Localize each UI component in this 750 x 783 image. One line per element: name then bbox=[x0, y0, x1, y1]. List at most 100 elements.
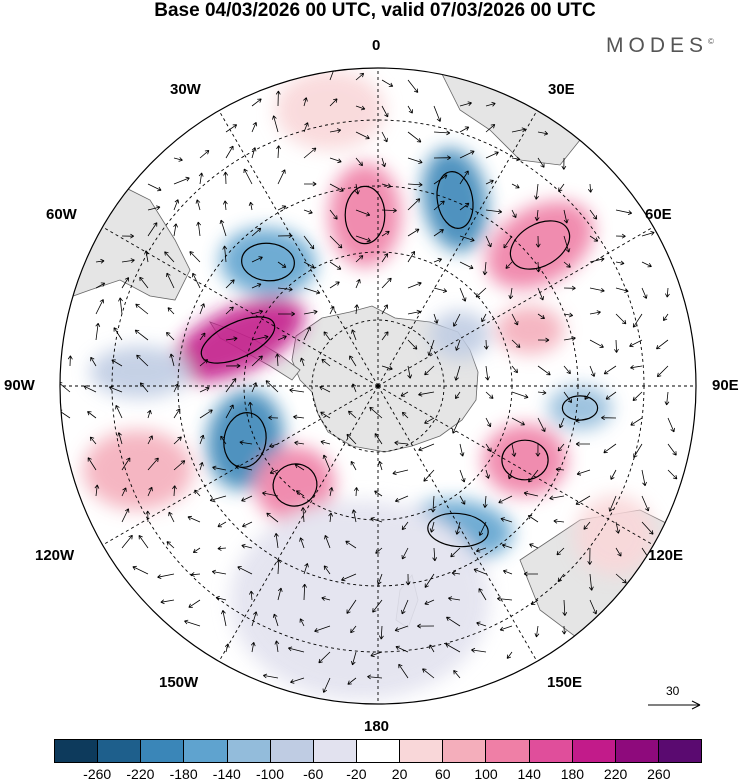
meridian-line bbox=[377, 385, 654, 546]
wind-arrow bbox=[499, 625, 513, 632]
wind-arrow bbox=[641, 495, 650, 512]
wind-arrow bbox=[303, 287, 321, 295]
wind-arrow bbox=[318, 651, 331, 664]
wind-arrow bbox=[121, 487, 127, 497]
wind-arrow bbox=[615, 287, 629, 293]
colorbar-tick-label: 100 bbox=[474, 766, 498, 782]
wind-arrow bbox=[537, 365, 551, 376]
wind-arrow bbox=[249, 590, 254, 601]
wind-arrow bbox=[328, 487, 334, 497]
wind-arrow bbox=[557, 443, 565, 452]
wind-arrow bbox=[199, 332, 206, 341]
wind-arrow bbox=[237, 566, 253, 575]
wind-arrow bbox=[329, 183, 344, 192]
wind-arrow bbox=[523, 571, 539, 577]
wind-arrow bbox=[118, 297, 123, 315]
positive-anomaly-blob bbox=[575, 495, 655, 575]
wind-vectors bbox=[60, 68, 678, 693]
wind-arrow bbox=[482, 495, 488, 508]
wind-arrow bbox=[83, 385, 97, 393]
wind-arrow bbox=[381, 79, 394, 87]
wind-arrow bbox=[355, 183, 360, 195]
wind-arrow bbox=[225, 306, 234, 315]
wind-arrow bbox=[121, 508, 130, 523]
wind-arrow bbox=[424, 365, 435, 376]
wind-arrow bbox=[589, 235, 599, 242]
wind-arrow bbox=[563, 365, 571, 375]
wind-arrow bbox=[563, 336, 576, 341]
wind-arrow bbox=[272, 613, 279, 627]
wind-arrow bbox=[656, 339, 669, 350]
wind-arrow bbox=[381, 208, 397, 213]
label-150w: 150W bbox=[159, 674, 199, 691]
wind-arrow bbox=[138, 535, 149, 549]
colorbar-tick-label: 140 bbox=[517, 766, 541, 782]
wind-arrow bbox=[147, 409, 152, 419]
wind-arrow bbox=[329, 306, 335, 315]
wind-arrow bbox=[665, 287, 670, 298]
wind-arrow bbox=[121, 277, 129, 289]
wind-arrow bbox=[166, 332, 175, 341]
wind-arrow bbox=[199, 303, 205, 315]
wind-arrow bbox=[222, 245, 228, 263]
wind-arrow bbox=[478, 521, 487, 536]
wind-arrow bbox=[500, 517, 513, 523]
colorbar-tick-label: 260 bbox=[647, 766, 671, 782]
wind-arrow bbox=[299, 618, 305, 627]
negative-anomaly-blob bbox=[90, 346, 190, 398]
colorbar-tick-label: 60 bbox=[435, 766, 451, 782]
wind-arrow bbox=[94, 484, 100, 497]
wind-arrow bbox=[302, 583, 307, 601]
wind-arrow bbox=[355, 255, 364, 263]
wind-arrow bbox=[394, 625, 409, 632]
wind-arrow bbox=[629, 339, 643, 348]
wind-arrow bbox=[418, 443, 435, 452]
wind-arrow bbox=[348, 410, 357, 419]
wind-arrow bbox=[274, 533, 279, 549]
wind-arrow bbox=[345, 540, 357, 549]
label-90w: 90W bbox=[4, 377, 35, 394]
wind-arrow bbox=[341, 573, 357, 582]
wind-arrow bbox=[401, 599, 409, 615]
wind-arrow bbox=[433, 287, 448, 293]
wind-arrow bbox=[277, 233, 293, 239]
wind-arrow bbox=[381, 157, 387, 168]
wind-arrow bbox=[610, 469, 617, 480]
wind-arrow bbox=[251, 309, 264, 315]
wind-arrow bbox=[429, 521, 435, 533]
wind-arrow bbox=[576, 469, 591, 476]
wind-arrow bbox=[633, 443, 643, 458]
colorbar-cell bbox=[572, 740, 616, 762]
colorbar-cell bbox=[184, 740, 228, 762]
wind-arrow bbox=[199, 462, 204, 471]
wind-arrow bbox=[190, 572, 201, 577]
wind-arrow bbox=[450, 547, 461, 558]
wind-arrow bbox=[561, 625, 567, 635]
wind-arrow bbox=[173, 383, 179, 393]
wind-arrow bbox=[459, 443, 465, 457]
wind-arrow bbox=[320, 411, 331, 419]
wind-arrow bbox=[136, 354, 149, 367]
wind-arrow bbox=[370, 651, 383, 658]
wind-arrow bbox=[433, 200, 445, 211]
wind-arrow bbox=[219, 219, 227, 237]
wind-arrow bbox=[248, 201, 254, 211]
wind-arrow bbox=[173, 199, 180, 211]
wind-arrow bbox=[328, 512, 334, 523]
meridian-line bbox=[218, 385, 379, 662]
wind-arrow bbox=[225, 363, 241, 369]
colorbar-cell bbox=[443, 740, 487, 762]
wind-arrow bbox=[475, 287, 487, 298]
colorbar-cell bbox=[529, 740, 573, 762]
wind-arrow bbox=[320, 440, 331, 445]
wind-arrow bbox=[418, 391, 435, 397]
wind-arrow bbox=[381, 304, 388, 315]
wind-arrow bbox=[199, 150, 210, 159]
meridian-line bbox=[218, 110, 379, 387]
wind-arrow bbox=[220, 435, 227, 445]
wind-arrow bbox=[401, 547, 409, 560]
wind-arrow bbox=[459, 202, 470, 211]
colorbar-cell bbox=[313, 740, 357, 762]
wind-arrow bbox=[113, 327, 123, 341]
label-30w: 30W bbox=[170, 81, 201, 98]
